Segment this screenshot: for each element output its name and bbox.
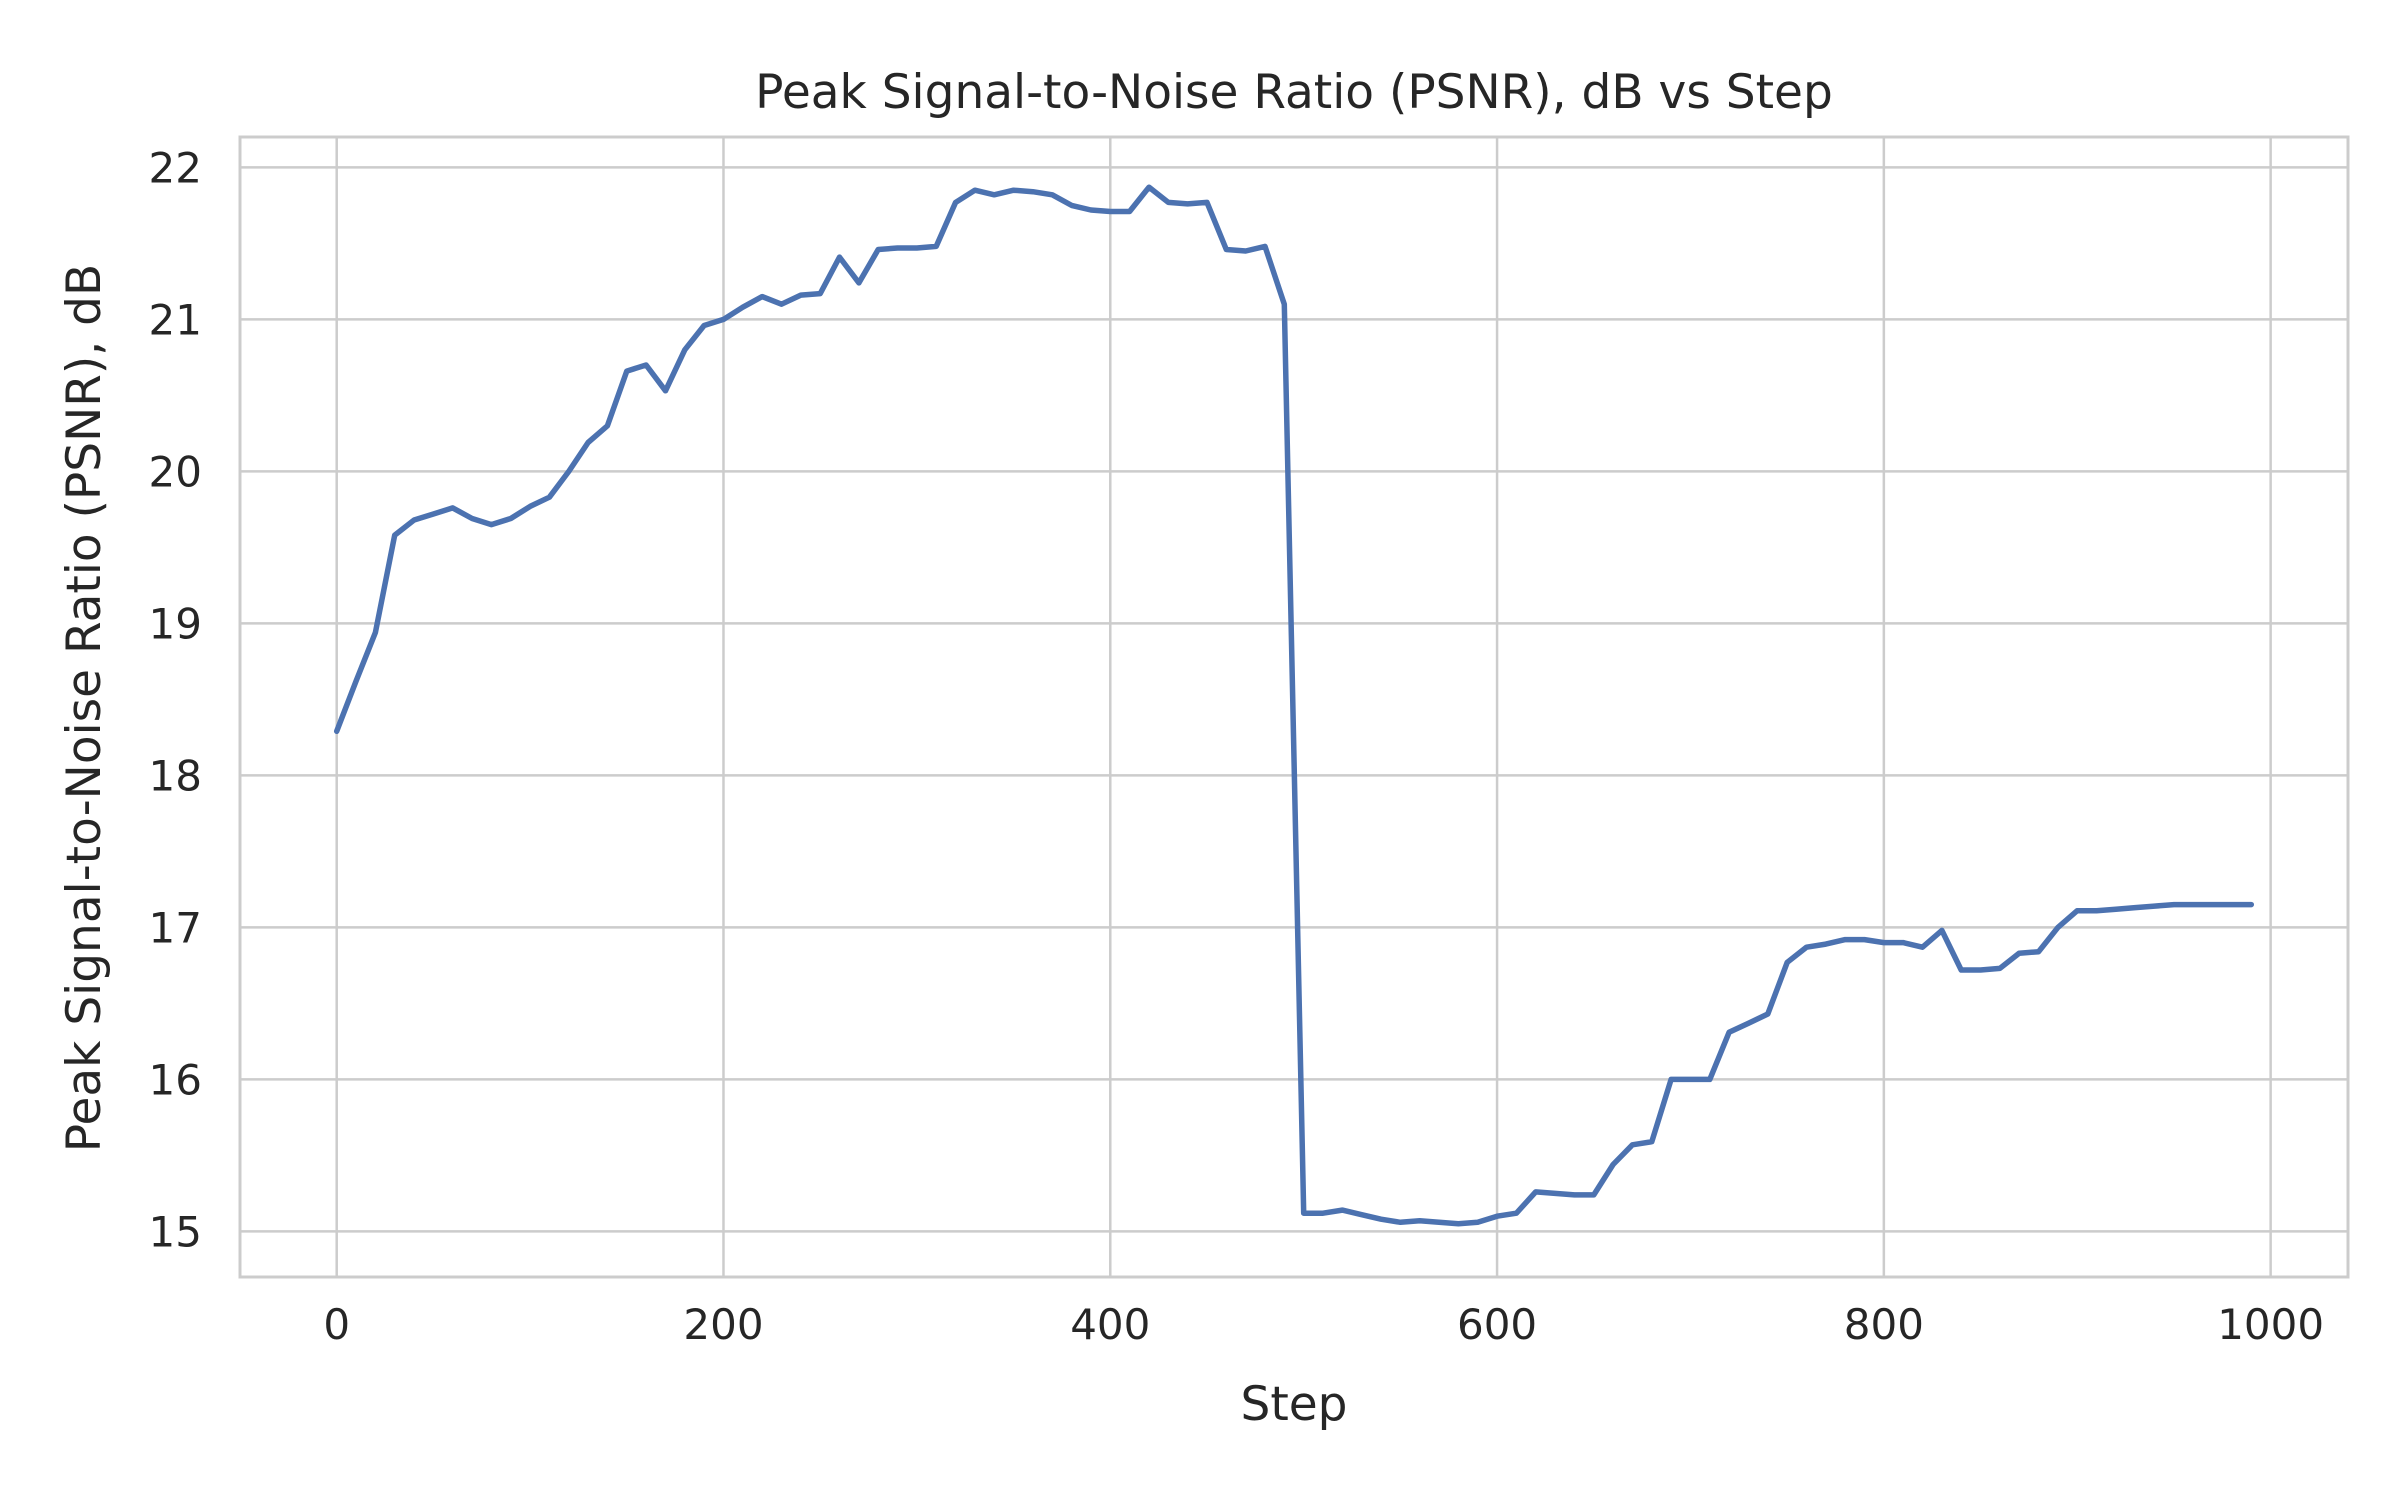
- y-axis-label: Peak Signal-to-Noise Ratio (PSNR), dB: [57, 264, 112, 1152]
- y-tick-label: 17: [149, 903, 202, 952]
- y-tick-label: 19: [149, 599, 202, 648]
- x-tick-label: 0: [323, 1300, 350, 1349]
- y-tick-label: 22: [149, 143, 202, 192]
- y-tick-label: 20: [149, 447, 202, 496]
- x-tick-label: 600: [1457, 1300, 1537, 1349]
- plot-area-frame: [238, 135, 2350, 1279]
- y-tick-label: 21: [149, 295, 202, 344]
- y-tick-label: 18: [149, 751, 202, 800]
- grid: [240, 137, 2348, 1277]
- y-tick-labels: 15 16 17 18 19 20 21 22: [149, 143, 202, 1256]
- series-line: [333, 184, 2255, 1227]
- x-axis-label: Step: [1240, 1377, 1347, 1432]
- series-layer: [333, 184, 2255, 1227]
- chart-title: Peak Signal-to-Noise Ratio (PSNR), dB vs…: [755, 65, 1833, 120]
- y-tick-label: 16: [149, 1055, 202, 1104]
- x-tick-label: 800: [1844, 1300, 1924, 1349]
- x-tick-label: 200: [683, 1300, 763, 1349]
- x-tick-labels: 0 200 400 600 800 1000: [323, 1300, 2324, 1349]
- x-tick-label: 400: [1070, 1300, 1150, 1349]
- x-tick-label: 1000: [2217, 1300, 2324, 1349]
- y-tick-label: 15: [149, 1207, 202, 1256]
